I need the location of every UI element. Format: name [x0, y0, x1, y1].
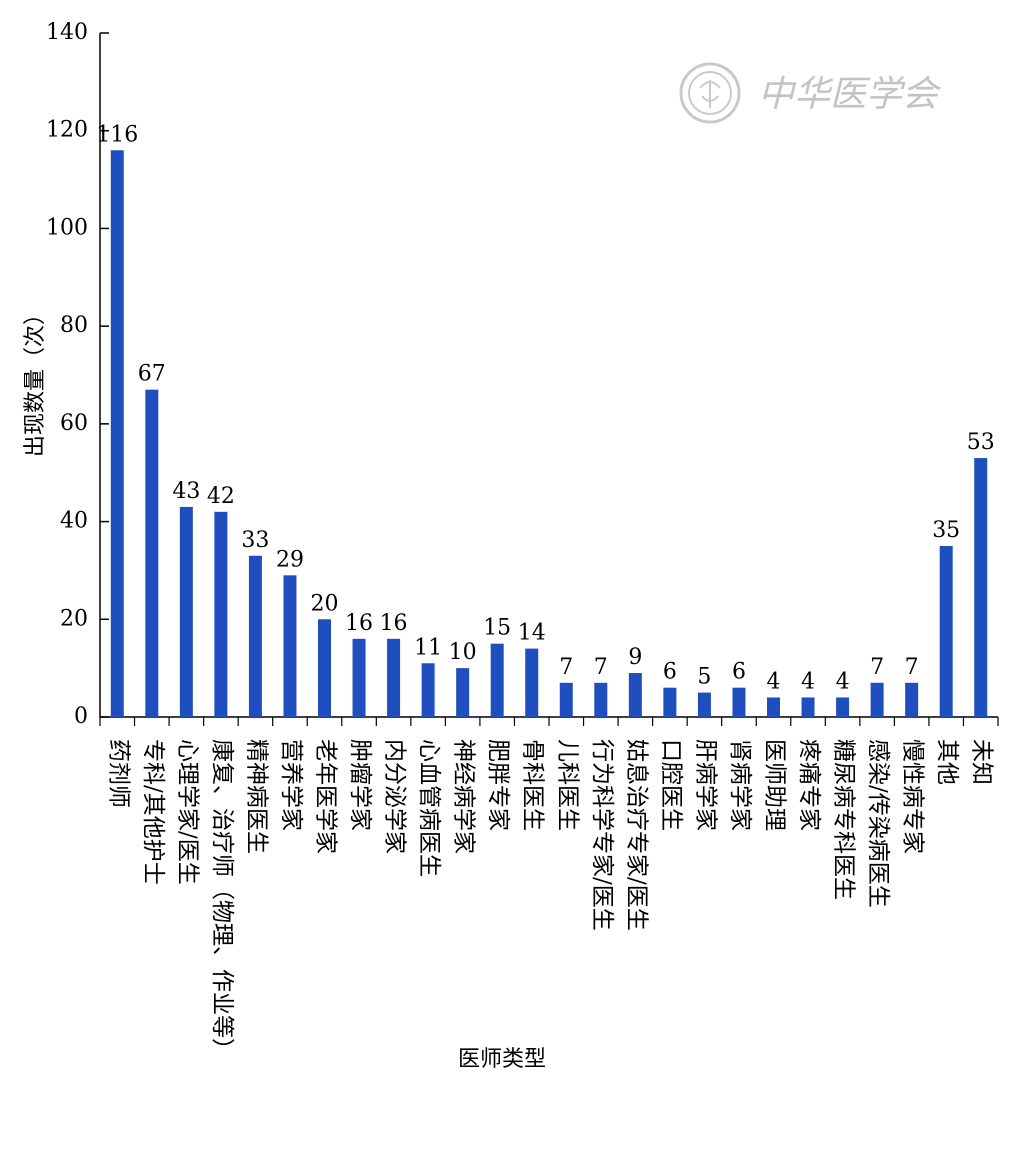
- bar: [179, 506, 193, 717]
- category-label: 医师助理: [762, 739, 788, 831]
- y-tick-label: 120: [46, 118, 88, 143]
- bar: [248, 555, 262, 717]
- category-label: 专科/其他护士: [140, 739, 166, 885]
- data-label: 53: [967, 430, 995, 455]
- y-tick-label: 80: [60, 313, 88, 338]
- data-label: 33: [241, 528, 269, 553]
- category-label: 营养学家: [278, 739, 304, 831]
- bars: [110, 150, 988, 717]
- bar: [387, 638, 401, 717]
- category-labels: 药剂师 专科/其他护士 心理学家/医生 康复、治疗师（物理、作业等） 精神病医生 营养学家…: [105, 739, 994, 1061]
- bar: [421, 663, 435, 717]
- data-label: 4: [767, 669, 781, 694]
- data-label: 4: [801, 669, 815, 694]
- bar: [490, 643, 504, 717]
- bar: [732, 687, 746, 717]
- category-label: 心理学家/医生: [174, 739, 200, 885]
- data-label: 35: [932, 518, 960, 543]
- category-label: 疼痛专家: [796, 739, 822, 831]
- bar: [801, 697, 815, 717]
- data-label: 7: [905, 655, 919, 680]
- y-tick-label: 20: [60, 606, 88, 631]
- category-label: 未知: [969, 739, 995, 785]
- bar: [559, 682, 573, 717]
- x-axis-title: 医师类型: [458, 1047, 546, 1072]
- y-tick-label: 0: [74, 704, 88, 729]
- category-label: 口腔医生: [658, 739, 684, 831]
- y-tick-label: 100: [46, 215, 88, 240]
- y-tick-label: 40: [60, 509, 88, 534]
- bar: [110, 150, 124, 717]
- data-label: 14: [518, 621, 546, 646]
- category-label: 神经病学家: [451, 739, 477, 854]
- data-label: 10: [449, 640, 477, 665]
- bar: [697, 692, 711, 717]
- category-label: 药剂师: [105, 739, 131, 808]
- category-label: 慢性病专家: [900, 739, 926, 854]
- data-label: 15: [483, 616, 511, 641]
- category-label: 骨科医生: [520, 739, 546, 831]
- bar: [214, 511, 228, 717]
- category-label: 精神病医生: [243, 739, 269, 854]
- data-label: 29: [276, 547, 304, 572]
- bar: [836, 697, 850, 717]
- y-tick-label: 60: [60, 411, 88, 436]
- category-label: 内分泌学家: [382, 739, 408, 854]
- bar: [352, 638, 366, 717]
- bar: [318, 619, 331, 717]
- data-label: 116: [96, 122, 138, 147]
- data-label: 42: [207, 484, 235, 509]
- category-label: 肿瘤学家: [347, 739, 373, 831]
- bar: [870, 682, 884, 717]
- bar: [594, 682, 608, 717]
- bar: [767, 697, 780, 717]
- data-label: 7: [594, 655, 608, 680]
- data-label: 9: [628, 645, 642, 670]
- category-label: 糖尿病专科医生: [831, 739, 857, 900]
- category-label: 康复、治疗师（物理、作业等）: [209, 739, 235, 1061]
- bar: [525, 648, 539, 717]
- data-label: 20: [311, 591, 339, 616]
- bar: [905, 682, 919, 717]
- bar: [939, 546, 953, 717]
- data-label: 7: [559, 655, 573, 680]
- data-label: 5: [697, 665, 711, 690]
- bar: [974, 458, 988, 717]
- category-label: 肝病学家: [692, 739, 718, 831]
- data-label: 67: [138, 362, 166, 387]
- watermark-emblem-icon: [679, 62, 741, 124]
- category-label: 姑息治疗专家/医生: [623, 739, 649, 931]
- bar: [663, 687, 677, 717]
- category-label: 肾病学家: [727, 739, 753, 831]
- category-label: 感染/传染病医生: [865, 739, 891, 908]
- data-label: 43: [172, 479, 200, 504]
- watermark-text: 中华医学会: [758, 74, 942, 115]
- bar: [456, 668, 470, 717]
- category-label: 心血管病医生: [416, 739, 442, 877]
- category-label: 儿科医生: [554, 739, 580, 831]
- bar: [628, 673, 642, 717]
- category-label: 其他: [934, 739, 960, 785]
- data-label: 6: [663, 660, 677, 685]
- y-axis-title: 出现数量（次）: [23, 303, 48, 457]
- data-label: 16: [345, 611, 373, 636]
- bar: [283, 575, 297, 717]
- data-label: 6: [732, 660, 746, 685]
- data-label: 16: [380, 611, 408, 636]
- data-label: 4: [836, 669, 850, 694]
- category-label: 行为科学专家/医生: [589, 739, 615, 931]
- y-tick-label: 140: [46, 20, 88, 45]
- data-label: 11: [414, 635, 442, 660]
- category-label: 肥胖专家: [485, 739, 511, 831]
- data-label: 7: [870, 655, 884, 680]
- bar: [145, 389, 159, 717]
- category-label: 老年医学家: [313, 739, 339, 854]
- watermark-seal: 中华医学会: [679, 62, 942, 124]
